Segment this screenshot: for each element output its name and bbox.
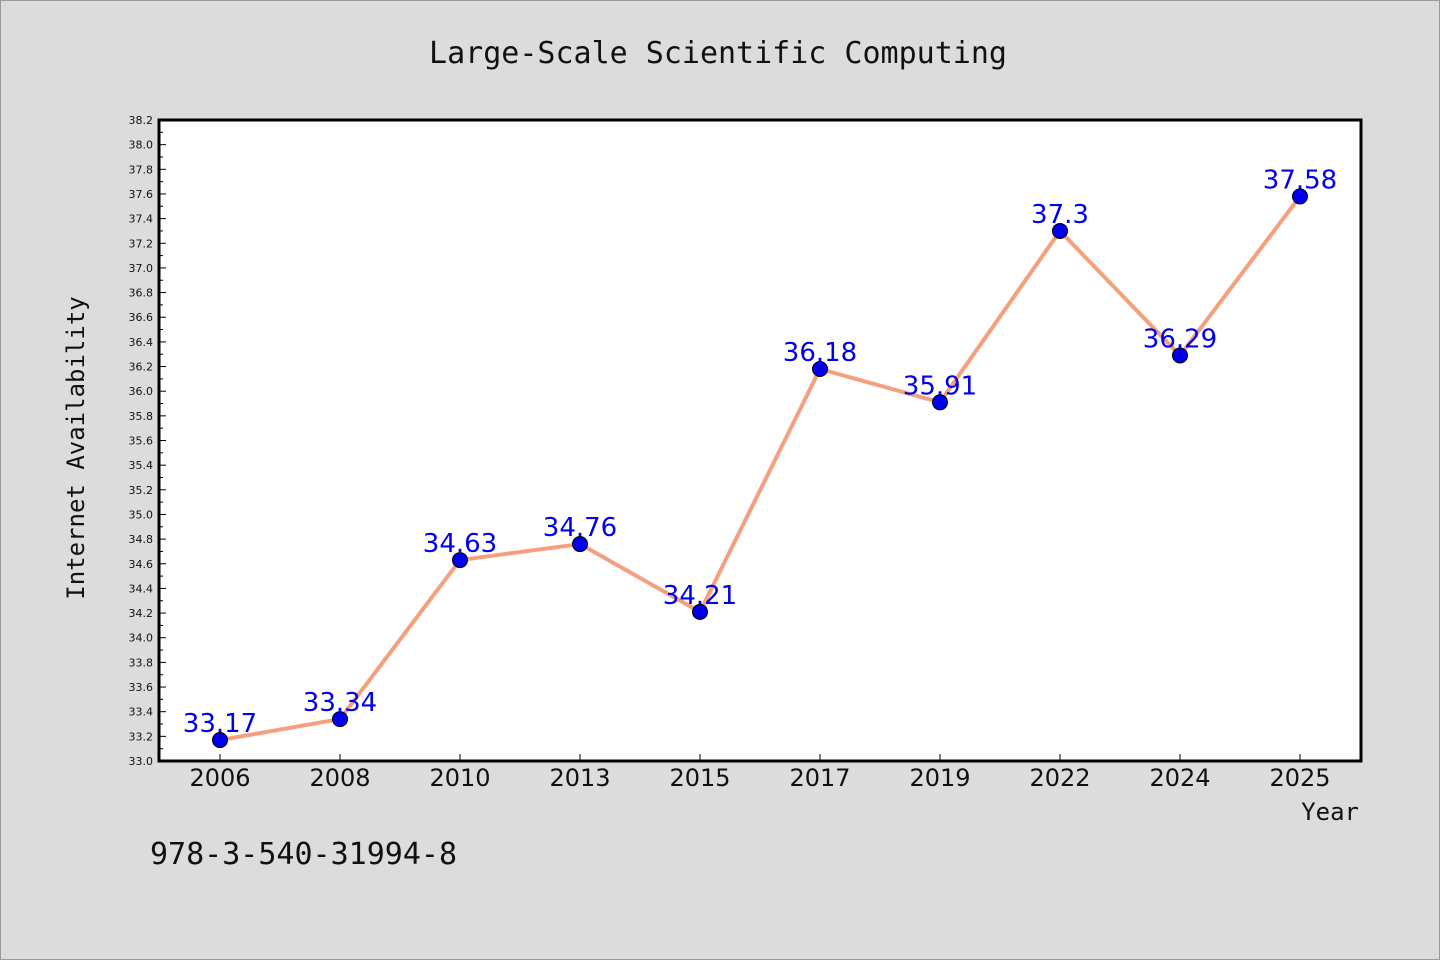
x-tick-label: 2022 (1029, 764, 1090, 792)
data-point (1292, 188, 1308, 205)
y-tick-label: 37.6 (129, 188, 154, 201)
series-line-layer (219, 195, 1302, 743)
data-labels-layer: 33.17 33.34 34.63 34.76 34.21 36.18 35.91 37.3 3… (183, 165, 1337, 739)
y-axis-title: Internet Availability (62, 296, 90, 599)
y-tick-label: 34.6 (129, 558, 154, 571)
data-label: 36.29 (1143, 324, 1217, 354)
y-tick-label: 35.8 (129, 410, 154, 423)
data-point (932, 394, 948, 411)
y-tick-label: 37.0 (129, 262, 154, 275)
data-label: 37.3 (1031, 200, 1089, 230)
data-point (1052, 222, 1068, 239)
y-tick-label: 35.6 (129, 435, 154, 448)
data-label: 33.17 (183, 709, 257, 739)
y-tick-label: 33.2 (129, 730, 154, 743)
data-label: 36.18 (783, 338, 857, 368)
y-tick-label: 38.2 (129, 114, 154, 127)
y-tick-label: 35.4 (129, 459, 154, 472)
y-tick-label: 33.4 (129, 706, 154, 719)
y-tick-label: 35.0 (129, 508, 154, 521)
x-tick-label: 2013 (549, 764, 610, 792)
x-axis-title: Year (1301, 798, 1359, 826)
x-tick-label: 2019 (909, 764, 970, 792)
data-label: 34.76 (543, 513, 617, 543)
data-point (212, 732, 228, 749)
x-tick-label: 2017 (789, 764, 850, 792)
x-axis: 2006 2008 2010 2013 2015 2017 2019 2022 2024 2025 (189, 754, 1331, 792)
y-tick-label: 38.0 (129, 139, 154, 152)
series-line (219, 195, 1302, 743)
y-tick-label: 37.4 (129, 213, 154, 226)
data-label: 33.34 (303, 688, 377, 718)
data-point (572, 536, 588, 553)
y-tick-label: 36.4 (129, 336, 154, 349)
markers-layer (212, 188, 1308, 749)
y-tick-label: 34.8 (129, 533, 154, 546)
data-label: 37.58 (1263, 165, 1337, 195)
footnote-isbn: 978-3-540-31994-8 (150, 837, 457, 872)
y-tick-label: 34.0 (129, 632, 154, 645)
y-tick-label: 35.2 (129, 484, 154, 497)
x-tick-label: 2010 (429, 764, 490, 792)
data-point (812, 361, 828, 378)
plot-area (157, 118, 1363, 763)
y-tick-label: 33.6 (129, 681, 154, 694)
y-tick-label: 36.6 (129, 311, 154, 324)
y-axis: 33.0 33.2 33.4 33.6 33.8 34.0 34.2 34.4 34.6 34.8… (129, 114, 166, 768)
x-tick-label: 2025 (1269, 764, 1330, 792)
data-point (452, 552, 468, 569)
x-tick-label: 2024 (1149, 764, 1210, 792)
data-point (692, 603, 708, 620)
data-label: 34.21 (663, 581, 737, 611)
y-tick-label: 37.2 (129, 237, 154, 250)
data-label: 35.91 (903, 371, 977, 401)
y-tick-label: 34.2 (129, 607, 154, 620)
x-tick-label: 2008 (309, 764, 370, 792)
y-tick-label: 36.0 (129, 385, 154, 398)
data-point (1172, 347, 1188, 364)
data-label: 34.63 (423, 529, 497, 559)
x-tick-label: 2015 (669, 764, 730, 792)
y-tick-label: 34.4 (129, 582, 154, 595)
y-tick-label: 36.8 (129, 287, 154, 300)
y-tick-label: 33.0 (129, 755, 154, 768)
y-tick-label: 36.2 (129, 361, 154, 374)
x-tick-label: 2006 (189, 764, 250, 792)
y-tick-label: 33.8 (129, 656, 154, 669)
data-point (332, 711, 348, 728)
y-tick-label: 37.8 (129, 163, 154, 176)
chart-title: Large-Scale Scientific Computing (429, 36, 1007, 71)
